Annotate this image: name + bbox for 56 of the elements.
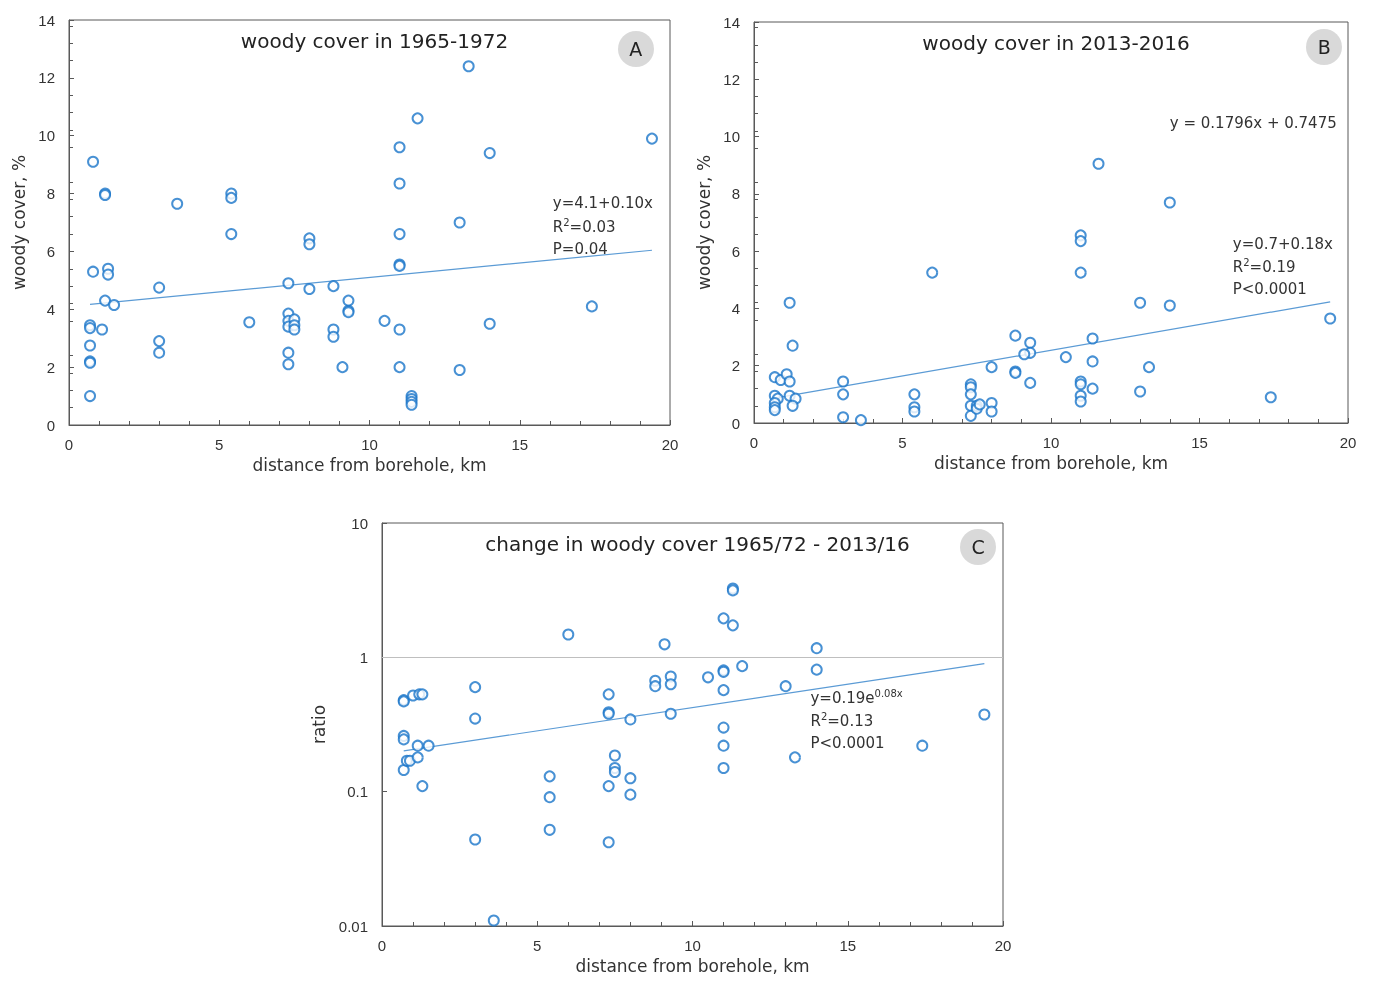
text: woody cover in 2013-2016 (922, 31, 1190, 55)
y-tick-label: 2 (731, 357, 740, 375)
y-axis-title: woody cover, % (8, 154, 29, 291)
x-tick-label: 5 (215, 436, 224, 453)
x-axis-title: distance from borehole, km (252, 455, 487, 476)
x-tick-label: 5 (533, 937, 542, 954)
y-tick-label: 4 (46, 300, 55, 318)
x-tick-label: 15 (511, 436, 529, 453)
y-tick-label: 8 (731, 185, 740, 203)
annotation: P<0.0001 (810, 734, 885, 753)
y-tick-label: 6 (46, 242, 55, 260)
x-tick-label: 10 (684, 937, 701, 954)
annotation: y=0.19e$^{0.08x}$ (810, 688, 903, 708)
y-tick-label: 12 (723, 70, 740, 88)
x-tick-label: 20 (994, 937, 1012, 954)
y-tick-label: 14 (38, 11, 55, 29)
x-tick-label: 15 (1191, 434, 1208, 451)
annotation: P=0.04 (552, 240, 608, 259)
x-tick-label: 0 (749, 434, 759, 451)
y-tick-label: 4 (731, 299, 740, 317)
y-tick-label: 0.01 (338, 917, 368, 935)
y-tick-label: 0 (731, 414, 740, 432)
y-tick-label: 10 (38, 127, 55, 145)
annotation: P<0.0001 (1232, 280, 1307, 299)
y-tick-label: 2 (46, 358, 55, 376)
x-tick-label: 0 (64, 436, 74, 453)
x-tick-label: 15 (839, 937, 857, 954)
x-tick-label: 20 (1339, 434, 1357, 451)
annotation: y = 0.1796x + 0.7475 (1169, 114, 1337, 133)
text: change in woody cover 1965/72 - 2013/16 (485, 532, 910, 556)
y-tick-label: 10 (723, 128, 740, 146)
y-tick-label: 12 (38, 69, 55, 87)
y-tick-label: 0.1 (347, 783, 368, 801)
circle-badge: A (617, 31, 654, 68)
y-tick-label: 1 (359, 648, 368, 666)
text: woody cover in 1965-1972 (240, 29, 509, 53)
circle-badge: C (960, 529, 997, 566)
annotation: R$^{2}$=0.03 (552, 217, 616, 237)
annotation: y=0.7+0.18x (1232, 234, 1333, 253)
circle-badge: B (1306, 28, 1343, 65)
y-tick-label: 14 (723, 13, 740, 31)
x-tick-label: 10 (1042, 434, 1060, 451)
x-tick-label: 20 (661, 436, 679, 453)
y-tick-label: 0 (46, 416, 55, 434)
y-axis-title: ratio (309, 704, 330, 745)
x-axis-title: distance from borehole, km (575, 956, 810, 977)
y-tick-label: 8 (46, 185, 55, 203)
annotation: R$^{2}$=0.13 (810, 711, 874, 731)
y-tick-label: 6 (731, 242, 740, 260)
x-tick-label: 5 (898, 434, 907, 451)
x-tick-label: 0 (377, 937, 387, 954)
y-tick-label: 10 (351, 514, 368, 532)
y-axis-title: woody cover, % (693, 154, 714, 291)
annotation: R$^{2}$=0.19 (1232, 257, 1296, 277)
annotation: y=4.1+0.10x (552, 194, 653, 213)
x-axis-title: distance from borehole, km (933, 453, 1169, 474)
